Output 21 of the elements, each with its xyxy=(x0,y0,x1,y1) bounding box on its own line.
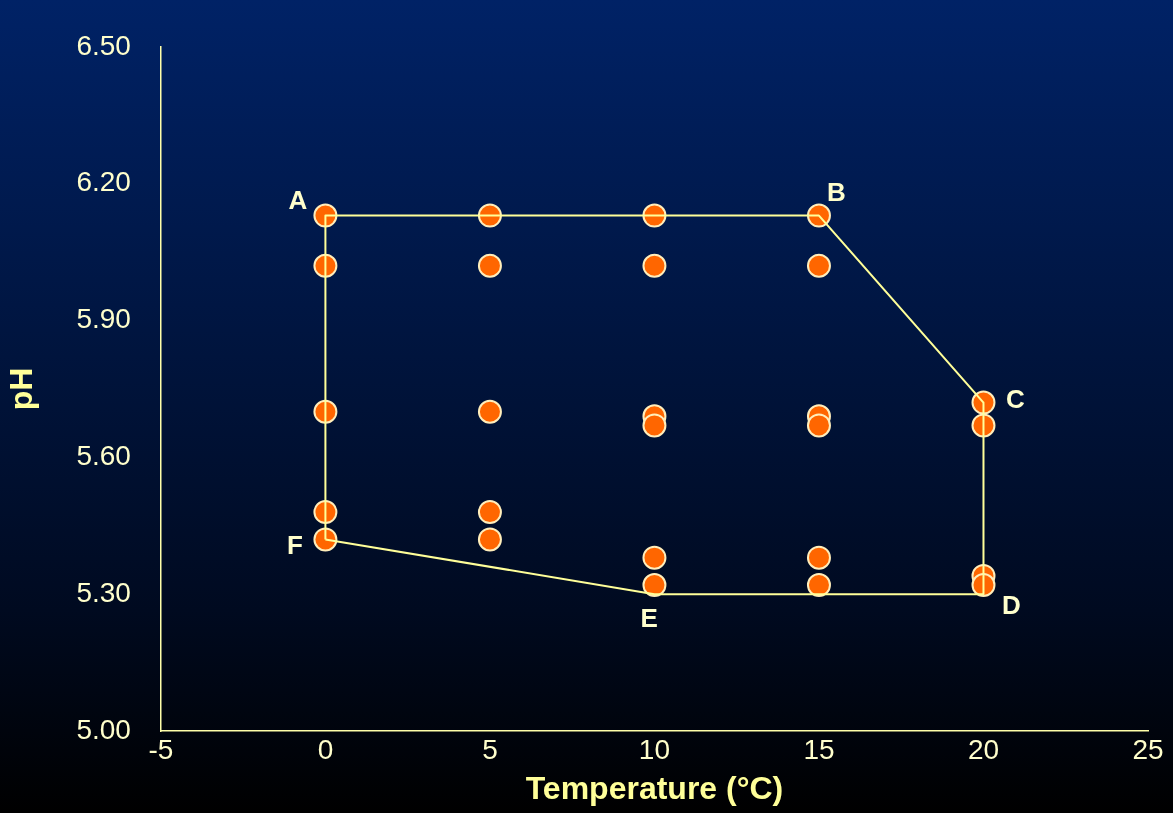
annotation: B xyxy=(826,176,846,207)
annotation: E xyxy=(640,602,658,633)
y-axis-title: pH xyxy=(3,367,40,411)
annotation: D xyxy=(1002,589,1021,620)
x-tick-label: 15 xyxy=(803,733,835,765)
y-tick-label: 5.30 xyxy=(76,576,131,608)
x-axis-title: Temperature (°C) xyxy=(525,769,784,806)
x-tick-label: 10 xyxy=(638,733,671,765)
y-tick-label: 6.20 xyxy=(76,166,131,198)
x-tick-label: 25 xyxy=(1132,733,1164,765)
x-tick-label: 0 xyxy=(317,733,334,765)
annotation: A xyxy=(288,185,308,216)
y-tick-label: 5.00 xyxy=(76,713,131,745)
annotation: C xyxy=(1005,383,1025,414)
x-tick-label: -5 xyxy=(148,733,174,765)
x-tick-label: 20 xyxy=(967,733,1000,765)
y-tick-label: 6.50 xyxy=(76,29,131,61)
y-tick-label: 5.60 xyxy=(76,440,131,472)
x-tick-label: 5 xyxy=(482,733,498,765)
y-tick-label: 5.90 xyxy=(76,303,131,335)
annotation: F xyxy=(286,530,303,561)
